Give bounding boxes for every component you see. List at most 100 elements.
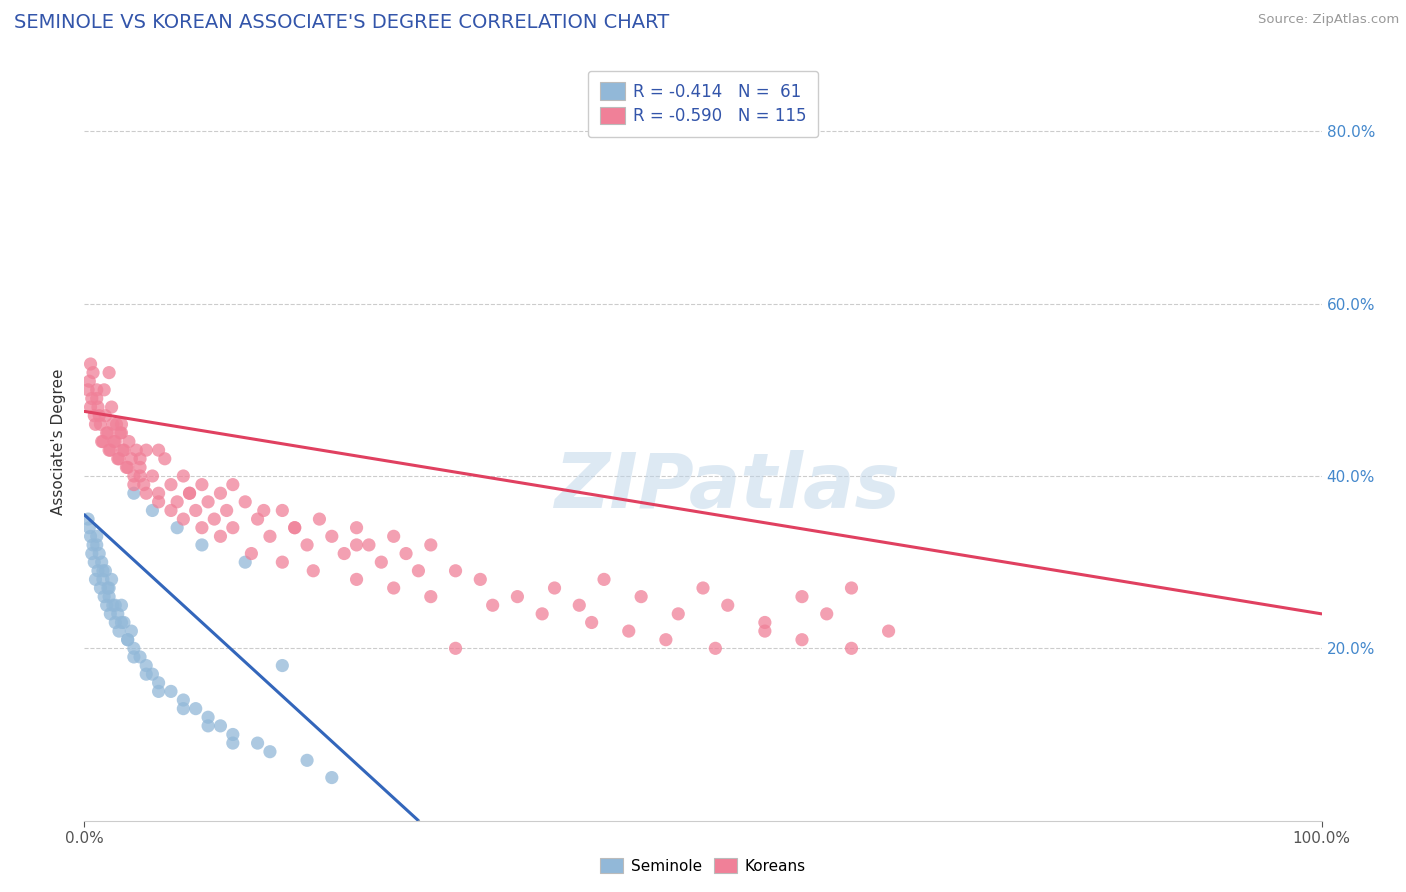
Point <box>209 486 232 500</box>
Point <box>148 486 170 500</box>
Point <box>98 581 121 595</box>
Point <box>90 434 112 449</box>
Point <box>104 434 127 449</box>
Point <box>135 443 157 458</box>
Point <box>101 417 124 432</box>
Point <box>444 564 467 578</box>
Point <box>120 451 142 466</box>
Point <box>215 503 238 517</box>
Point <box>122 477 145 491</box>
Point <box>83 409 105 423</box>
Point <box>129 649 152 664</box>
Point <box>98 607 121 621</box>
Point <box>110 417 132 432</box>
Point <box>115 460 138 475</box>
Point <box>79 521 101 535</box>
Point <box>259 745 281 759</box>
Point <box>97 425 120 440</box>
Point <box>132 477 155 491</box>
Point <box>179 486 201 500</box>
Point <box>357 538 380 552</box>
Point <box>141 469 163 483</box>
Text: Source: ZipAtlas.com: Source: ZipAtlas.com <box>1258 13 1399 27</box>
Point <box>125 443 148 458</box>
Point <box>96 599 118 613</box>
Point <box>841 641 863 656</box>
Point <box>506 590 529 604</box>
Point <box>104 599 127 613</box>
Point <box>617 624 640 639</box>
Point <box>692 581 714 595</box>
Point <box>148 443 170 458</box>
Point <box>222 477 245 491</box>
Point <box>84 573 107 587</box>
Point <box>135 667 157 681</box>
Point <box>86 529 108 543</box>
Point <box>179 486 201 500</box>
Point <box>346 573 368 587</box>
Point <box>105 417 128 432</box>
Point <box>222 736 245 750</box>
Point <box>543 581 565 595</box>
Point <box>246 736 269 750</box>
Point <box>101 599 124 613</box>
Point <box>80 547 103 561</box>
Point <box>568 599 591 613</box>
Point <box>141 667 163 681</box>
Point <box>86 383 108 397</box>
Point <box>122 486 145 500</box>
Point <box>419 538 441 552</box>
Point <box>111 443 134 458</box>
Point <box>79 529 101 543</box>
Text: SEMINOLE VS KOREAN ASSOCIATE'S DEGREE CORRELATION CHART: SEMINOLE VS KOREAN ASSOCIATE'S DEGREE CO… <box>14 13 669 32</box>
Point <box>444 641 467 656</box>
Point <box>87 564 110 578</box>
Point <box>295 538 318 552</box>
Point <box>172 512 194 526</box>
Point <box>790 632 813 647</box>
Point <box>815 607 838 621</box>
Point <box>790 590 813 604</box>
Point <box>302 564 325 578</box>
Point <box>89 409 111 423</box>
Point <box>110 599 132 613</box>
Point <box>91 573 114 587</box>
Point <box>141 503 163 517</box>
Point <box>630 590 652 604</box>
Point <box>191 477 214 491</box>
Point <box>222 521 245 535</box>
Point <box>284 521 307 535</box>
Point <box>148 684 170 698</box>
Point <box>118 434 141 449</box>
Point <box>704 641 727 656</box>
Text: ZIPatlas: ZIPatlas <box>555 450 901 524</box>
Point <box>77 512 100 526</box>
Point <box>89 417 111 432</box>
Point <box>79 357 101 371</box>
Point <box>117 632 139 647</box>
Point <box>129 451 152 466</box>
Point <box>209 529 232 543</box>
Point <box>877 624 900 639</box>
Point <box>166 521 188 535</box>
Point <box>94 409 117 423</box>
Point <box>84 417 107 432</box>
Point <box>148 675 170 690</box>
Point <box>531 607 554 621</box>
Point <box>284 521 307 535</box>
Point <box>98 590 121 604</box>
Point <box>104 615 127 630</box>
Point <box>271 658 294 673</box>
Point <box>841 581 863 595</box>
Point <box>172 701 194 715</box>
Point <box>100 573 122 587</box>
Point <box>89 547 111 561</box>
Point <box>321 529 343 543</box>
Point <box>107 607 129 621</box>
Point <box>259 529 281 543</box>
Point <box>122 469 145 483</box>
Point <box>197 495 219 509</box>
Point <box>79 374 101 388</box>
Point <box>110 615 132 630</box>
Point <box>470 573 492 587</box>
